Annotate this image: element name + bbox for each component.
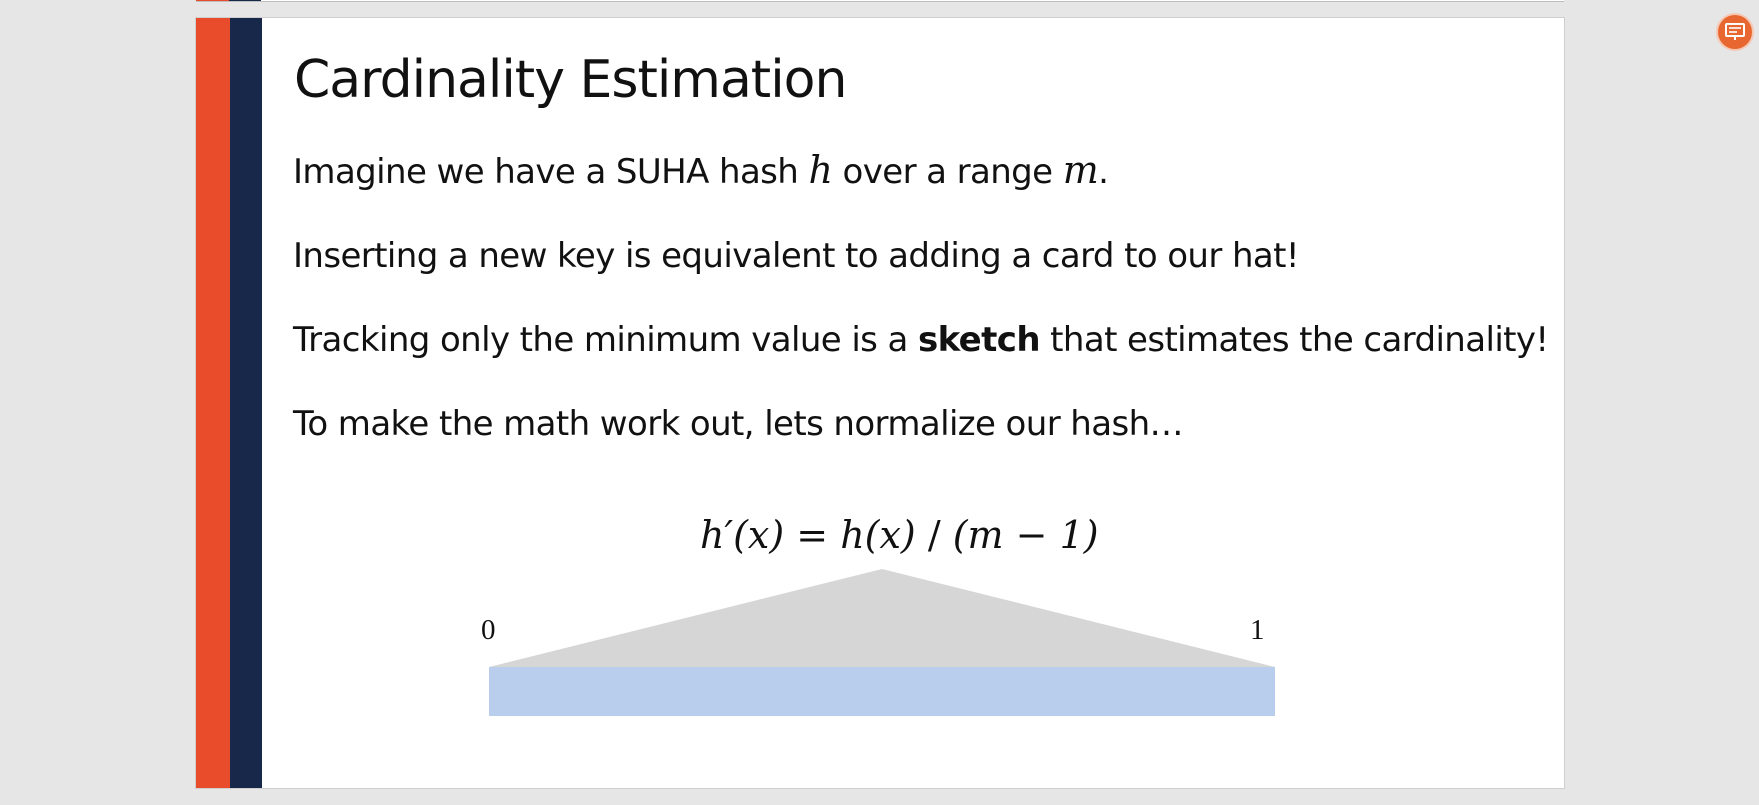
projection-cone (489, 569, 1275, 667)
bullet-tracking-text-b: that estimates the cardinality! (1039, 320, 1549, 360)
sketch-keyword: sketch (917, 320, 1041, 360)
bullet-tracking-minimum: Tracking only the minimum value is a ske… (293, 320, 1549, 360)
slide: Cardinality Estimation Imagine we have a… (196, 18, 1564, 788)
bullet-normalize-hash: To make the math work out, lets normaliz… (293, 404, 1184, 444)
previous-slide-edge (196, 0, 1564, 2)
range-end-label: 1 (1250, 614, 1265, 646)
bullet-tracking-text-a: Tracking only the minimum value is a (293, 320, 918, 360)
var-h: h (808, 148, 833, 192)
formula-rhs-h: h(x) (840, 513, 916, 557)
slide-accent-orange-bar (196, 18, 230, 788)
bullet-suha-text-a: Imagine we have a SUHA hash (293, 152, 809, 192)
slide-accent-navy-bar (230, 18, 262, 788)
bullet-suha-text-c: . (1098, 152, 1109, 192)
bullet-suha-hash: Imagine we have a SUHA hash h over a ran… (293, 148, 1109, 192)
formula-slash: / (915, 513, 953, 557)
range-start-label: 0 (481, 614, 496, 646)
presenter-view-icon (1725, 23, 1745, 40)
bullet-suha-text-b: over a range (832, 152, 1063, 192)
formula-lhs: h′(x) (700, 513, 785, 557)
prev-slide-navy-stripe (229, 0, 261, 1)
presenter-view-button[interactable] (1718, 15, 1752, 49)
formula-equals: = (784, 513, 841, 557)
prev-slide-orange-stripe (196, 0, 229, 1)
formula-denominator: (m − 1) (952, 513, 1099, 557)
normalized-range-bar (489, 667, 1275, 716)
hash-range-diagram (489, 569, 1275, 716)
slide-title: Cardinality Estimation (294, 50, 847, 110)
bullet-inserting-key: Inserting a new key is equivalent to add… (293, 236, 1300, 276)
normalization-formula: h′(x) = h(x) / (m − 1) (700, 513, 1099, 557)
var-m: m (1062, 148, 1099, 192)
